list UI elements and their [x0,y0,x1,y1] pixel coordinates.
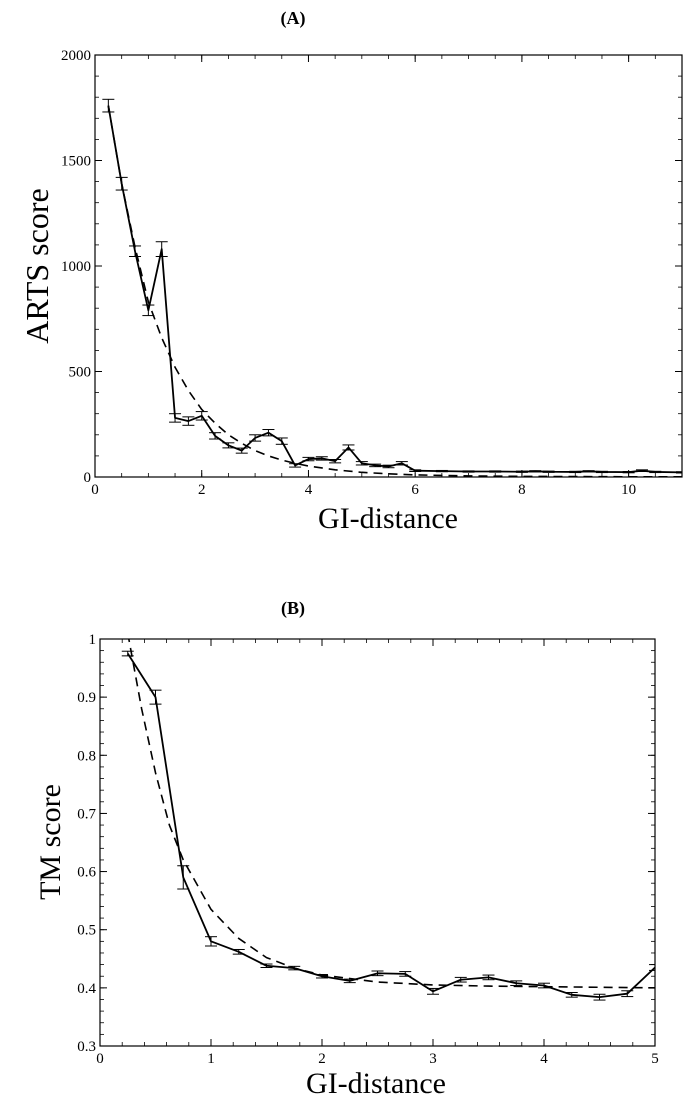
panel-b-plot-area [99,638,656,1047]
panel-a-y-label: ARTS score [19,188,55,343]
panel-b-error-bar [399,971,412,977]
panel-b-error-bar [232,948,245,955]
panel-a-error-bar [249,434,262,442]
panel-b-error-bar [205,936,217,947]
panel-b-error-bar [454,976,467,983]
panel-a-x-tick-label: 8 [518,482,526,498]
panel-a-series-solid-line [107,105,682,474]
panel-a-y-tick-label: 0 [84,470,92,486]
panel-a-x-tick-label: 2 [198,482,206,498]
panel-b-y-tick-label: 0.7 [77,806,96,822]
panel-a-error-bar [129,245,142,258]
panel-a-series [102,98,682,477]
panel-a-error-bar [676,471,682,474]
panel-b-x-label: GI-distance [306,1067,446,1100]
panel-b-series-dashed-line [128,639,655,989]
panel-a-plot-area [94,54,683,478]
panel-b-y-tick-label: 0.4 [77,981,96,997]
panel-a-error-bar [195,411,208,421]
panel-a-error-bar [529,470,542,473]
panel-a-y-tick-label: 500 [69,365,92,381]
panel-b-y-label: TM score [34,784,67,900]
panel-b-ticks: 0 1 2 3 4 5 0.3 0.4 0.5 0.6 0.7 0.8 0.9 1 [77,632,659,1067]
panel-b-error-bar [621,990,634,998]
panel-a-y-tick-label: 2000 [61,48,91,64]
chart-panel-b: (B) 0 1 2 3 4 5 0.3 0.4 0.5 0.6 0.7 0.8 0.9 1 GI-dist… [34,598,659,1100]
panel-b-y-tick-label: 0.9 [77,690,96,706]
panel-b-error-bar [510,980,523,987]
panel-a-error-bar [182,416,195,426]
panel-b-x-tick-label: 3 [429,1051,437,1067]
panel-a-series-dashed-line [107,105,682,477]
panel-b-y-tick-label: 0.8 [77,748,96,764]
panel-a-error-bar [262,429,275,437]
panel-a-error-bar [342,444,355,451]
panel-a-x-label: GI-distance [318,502,458,535]
panel-a-ticks: 0 2 4 6 8 10 0 500 1000 1500 2000 [61,48,683,498]
panel-b-error-bar [427,987,439,995]
panel-a-error-bar [409,469,422,473]
panel-b-y-tick-label: 0.3 [77,1039,96,1055]
panel-a-x-tick-label: 4 [305,482,313,498]
panel-a-plot-content [102,98,682,477]
panel-b-x-tick-label: 0 [96,1051,104,1067]
panel-b-x-tick-label: 2 [318,1051,326,1067]
panel-a-error-bar [542,470,555,473]
panel-a-error-bar [595,470,608,474]
panel-a-error-bar [395,461,408,466]
panel-b-error-bar [593,993,606,1001]
panel-a-x-tick-label: 0 [91,482,99,498]
panel-a-error-bar [142,304,155,317]
panel-b-error-bar [482,974,495,981]
panel-a-x-tick-label: 10 [621,482,636,498]
panel-a-error-bar [569,470,582,474]
panel-a-error-bar [582,470,595,473]
panel-a-title: (A) [281,8,306,29]
panel-b-error-bar [260,963,273,969]
panel-a-error-bar [649,470,662,474]
panel-a-error-bar [169,413,182,423]
panel-b-error-bar [565,992,578,998]
panel-a-y-tick-label: 1500 [61,154,91,170]
panel-a-error-bar [515,470,528,473]
panel-a-error-bar [622,471,635,474]
panel-a-error-bar [222,442,235,449]
panel-a-error-bar [355,461,368,466]
panel-b-error-bar [371,970,384,977]
panel-a-error-bar [382,464,395,469]
panel-b-x-tick-label: 1 [207,1051,215,1067]
panel-b-series [121,639,655,1001]
panel-a-error-bar [369,463,382,468]
panel-a-error-bar [489,470,502,473]
panel-a-error-bar [462,470,475,473]
panel-a-error-bar [635,469,648,473]
panel-a-error-bar [235,447,248,454]
panel-a-error-bar [315,456,328,461]
panel-a-error-bar [289,463,302,468]
panel-b-series-solid-line [126,653,655,999]
panel-a-error-bar [155,241,168,258]
panel-a-error-bar [435,469,448,473]
panel-a-error-bar [329,458,342,464]
panel-a-y-tick-label: 1000 [61,259,91,275]
panel-b-error-bar [149,689,162,705]
panel-a-x-tick-label: 6 [411,482,419,498]
panel-b-y-tick-label: 1 [89,632,97,648]
panel-a-error-bar [302,456,315,462]
panel-b-x-tick-label: 5 [651,1051,659,1067]
panel-b-x-tick-label: 4 [540,1051,548,1067]
panel-b-y-tick-label: 0.5 [77,923,96,939]
panel-b-y-tick-label: 0.6 [77,865,96,881]
panel-b-error-bar [649,964,655,971]
panel-b-title: (B) [281,598,305,619]
panel-a-error-bar [209,432,222,440]
panel-a-error-bar [275,437,288,445]
panel-b-plot-content [121,639,655,1001]
